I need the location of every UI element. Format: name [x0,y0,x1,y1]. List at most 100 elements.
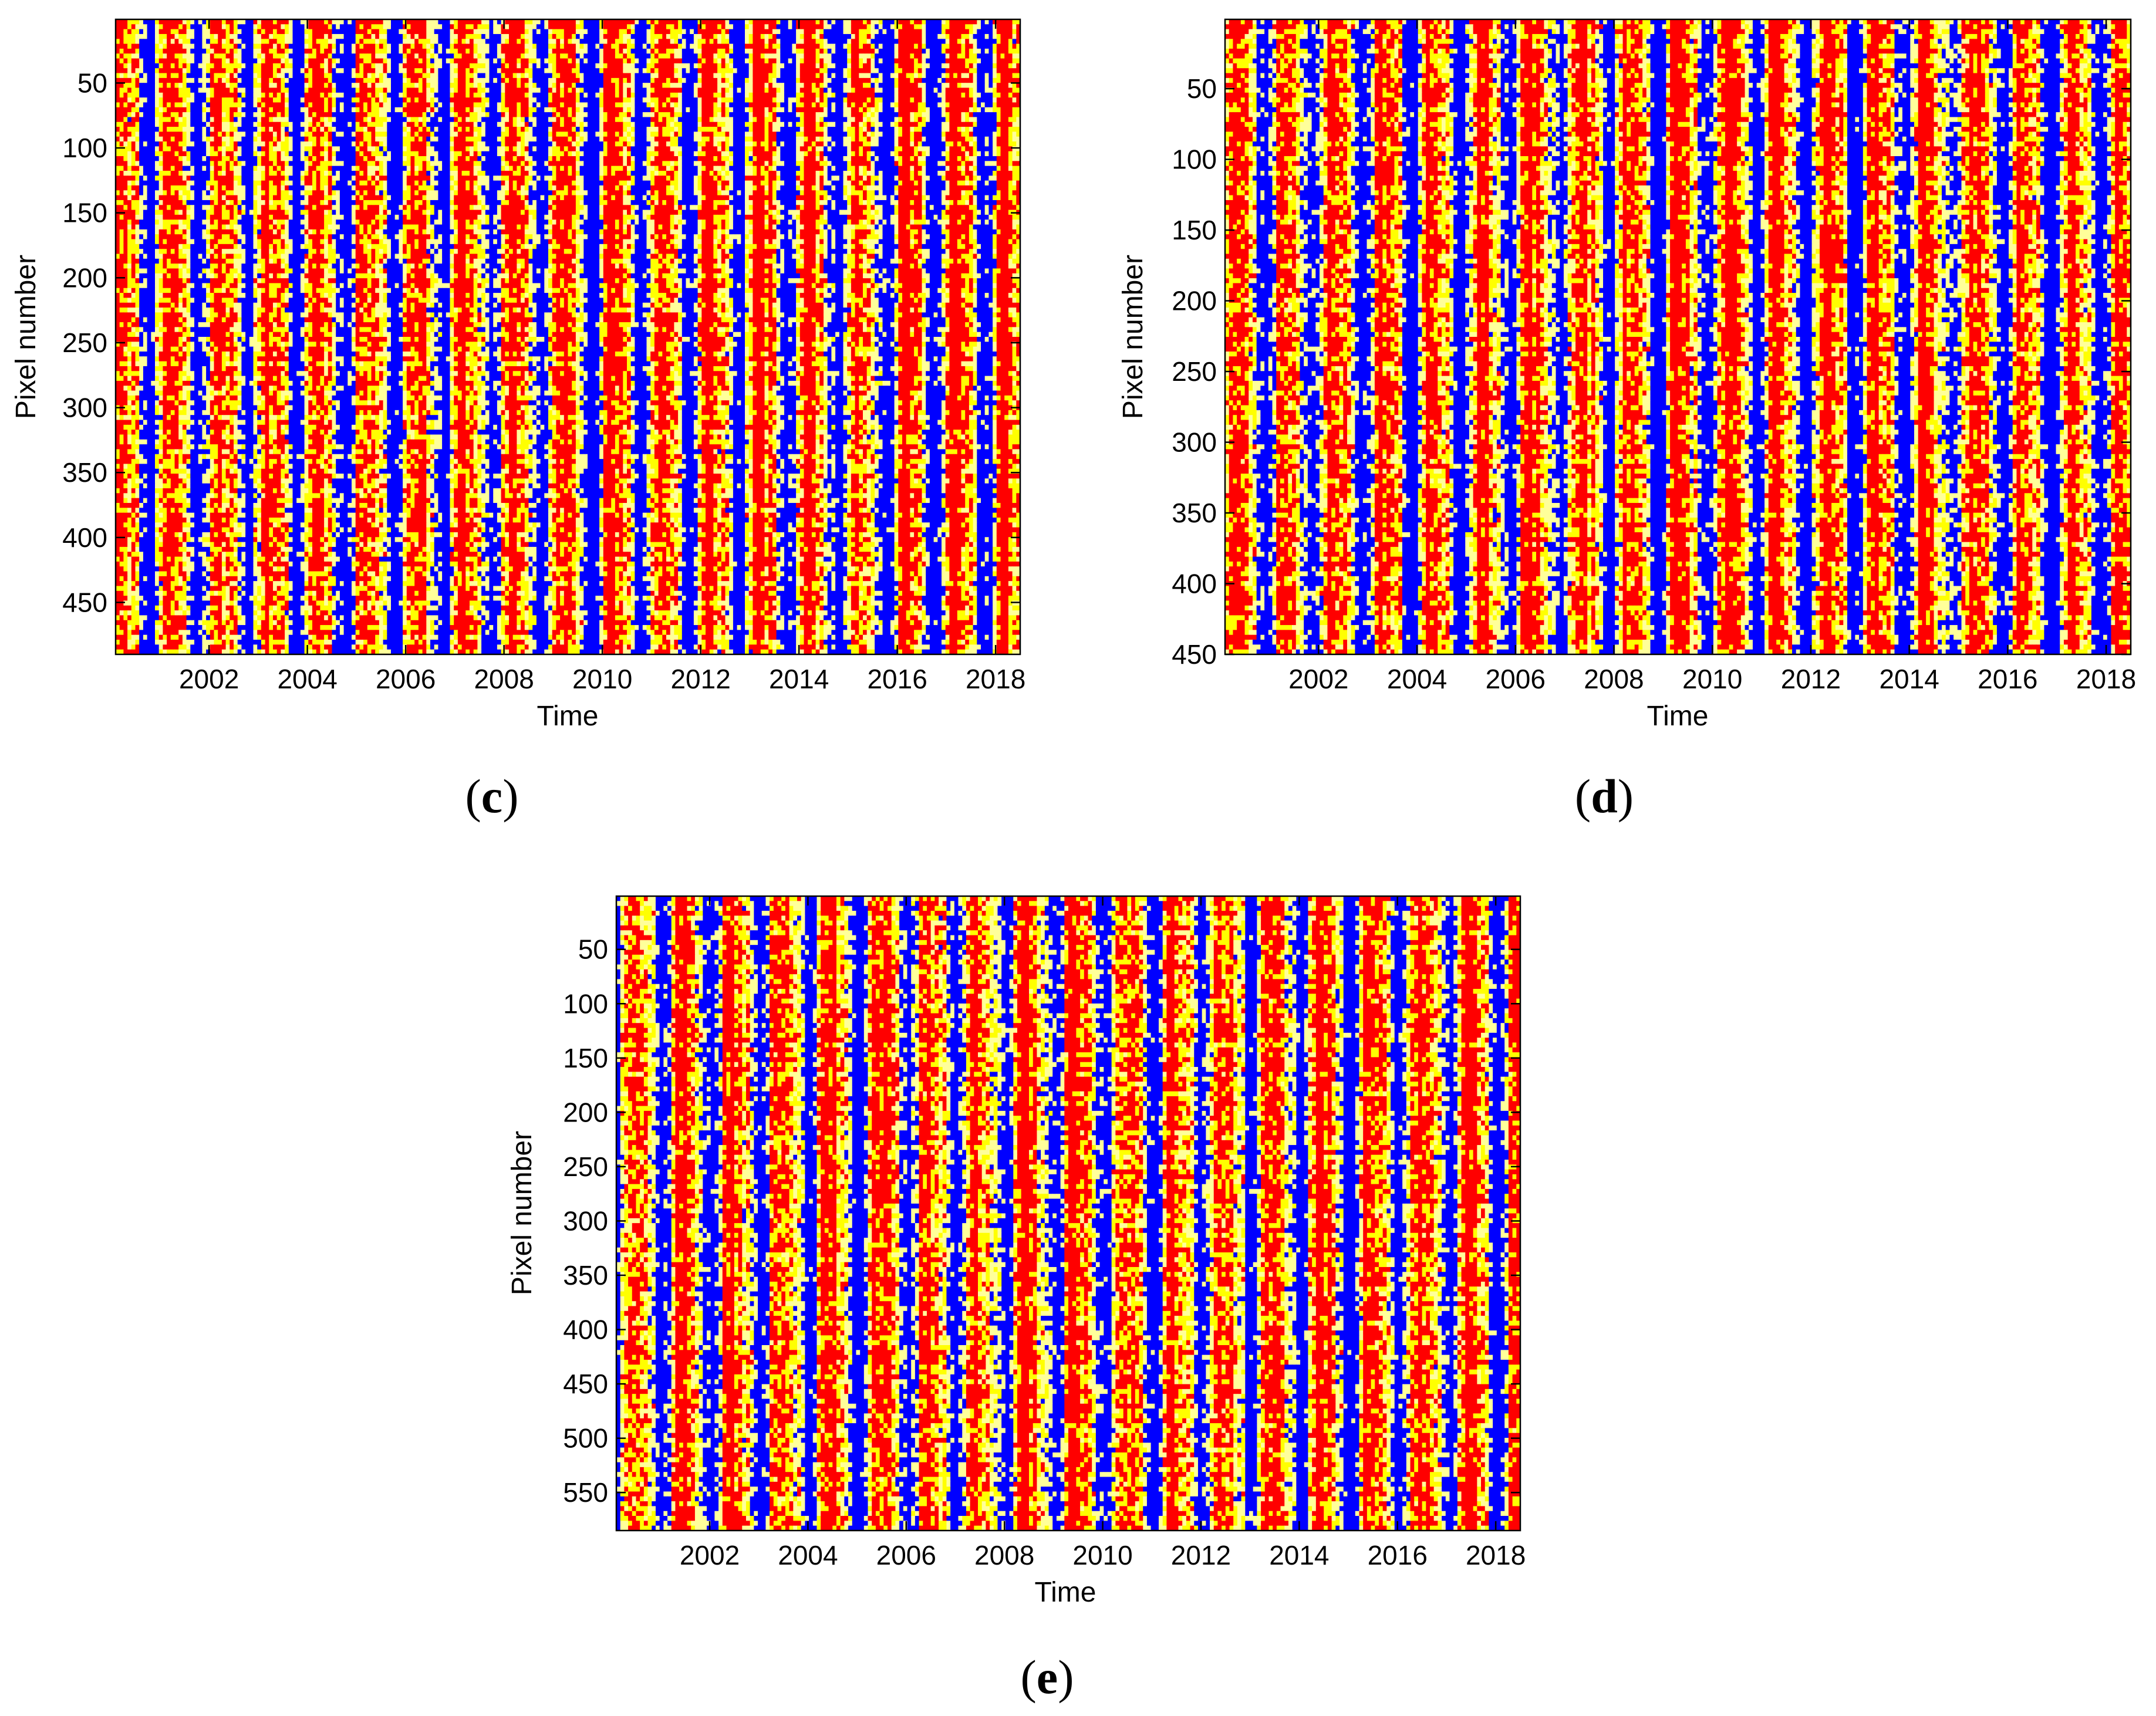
heatmap-cell [501,34,505,39]
heatmap-cell [737,53,741,59]
heatmap-cell [363,24,367,29]
heatmap-cell [187,19,191,25]
heatmap-cell [497,44,501,49]
heatmap-cell [446,34,450,39]
heatmap-cell [525,59,529,64]
heatmap-cell [541,59,545,64]
heatmap-cell [178,49,183,54]
heatmap-cell [890,53,895,59]
heatmap-cell [399,44,403,49]
heatmap-cell [647,24,651,29]
heatmap-cell [710,24,714,29]
heatmap-cell [717,53,721,59]
heatmap-cell [768,59,772,64]
heatmap-cell [178,19,183,25]
heatmap-cell [241,53,245,59]
heatmap-cell [1001,24,1005,29]
heatmap-cell [198,59,203,64]
heatmap-cell [580,34,584,39]
heatmap-cell [190,19,194,25]
heatmap-cell [859,63,863,69]
heatmap-cell [541,24,545,29]
heatmap-cell [592,53,596,59]
heatmap-cell [328,29,332,35]
heatmap-cell [316,24,320,29]
heatmap-cell [988,49,993,54]
heatmap-cell [123,19,127,25]
heatmap-cell [379,24,383,29]
heatmap-cell [812,63,816,69]
heatmap-cell [359,34,363,39]
heatmap-cell [608,39,612,44]
heatmap-cell [635,34,639,39]
heatmap-cell [812,39,816,44]
heatmap-cell [906,29,910,35]
heatmap-cell [556,44,560,49]
heatmap-cell [592,49,596,54]
heatmap-cell [867,19,871,25]
heatmap-cell [136,59,140,64]
heatmap-cell [210,59,214,64]
heatmap-cell [359,29,363,35]
heatmap-cell [316,49,320,54]
heatmap-cell [254,63,258,69]
heatmap-cell [470,19,474,25]
heatmap-cell [650,44,654,49]
heatmap-cell [710,44,714,49]
heatmap-cell [438,34,442,39]
heatmap-cell [615,24,619,29]
heatmap-cell [761,39,765,44]
heatmap-cell [525,63,529,69]
heatmap-cell [462,24,466,29]
heatmap-cell [198,29,203,35]
heatmap-cell [305,49,309,54]
heatmap-cell [678,44,682,49]
heatmap-cell [363,53,367,59]
heatmap-cell [426,34,430,39]
heatmap-cell [631,59,635,64]
heatmap-cell [918,34,922,39]
heatmap-cell [745,39,749,44]
heatmap-cell [623,39,627,44]
heatmap-cell [470,59,474,64]
heatmap-cell [796,49,800,54]
heatmap-cell [183,34,187,39]
heatmap-cell [241,49,245,54]
heatmap-cell [721,24,726,29]
heatmap-cell [883,63,887,69]
heatmap-cell [824,19,828,25]
heatmap-cell [855,53,859,59]
heatmap-cell [281,59,285,64]
heatmap-cell [513,53,517,59]
heatmap-cell [922,34,926,39]
heatmap-cell [729,29,733,35]
heatmap-cell [883,53,887,59]
heatmap-cell [296,19,301,25]
heatmap-cell [706,53,710,59]
heatmap-cell [666,59,670,64]
heatmap-cell [187,34,191,39]
heatmap-cell [741,29,745,35]
heatmap-cell [792,63,796,69]
heatmap-cell [969,49,973,54]
heatmap-cell [434,53,438,59]
heatmap-cell [792,34,796,39]
heatmap-cell [359,59,363,64]
heatmap-cell [863,19,867,25]
heatmap-cell [1013,44,1017,49]
heatmap-cell [918,24,922,29]
heatmap-cell [285,19,289,25]
heatmap-cell [737,49,741,54]
heatmap-cell [765,59,769,64]
heatmap-cell [367,59,372,64]
heatmap-cell [635,44,639,49]
heatmap-cell [426,29,430,35]
heatmap-cell [831,19,835,25]
heatmap-cell [465,39,470,44]
heatmap-cell [139,49,143,54]
heatmap-cell [442,34,446,39]
heatmap-cell [477,34,481,39]
heatmap-cell [749,29,753,35]
heatmap-cell [328,39,332,44]
heatmap-cell [926,29,930,35]
